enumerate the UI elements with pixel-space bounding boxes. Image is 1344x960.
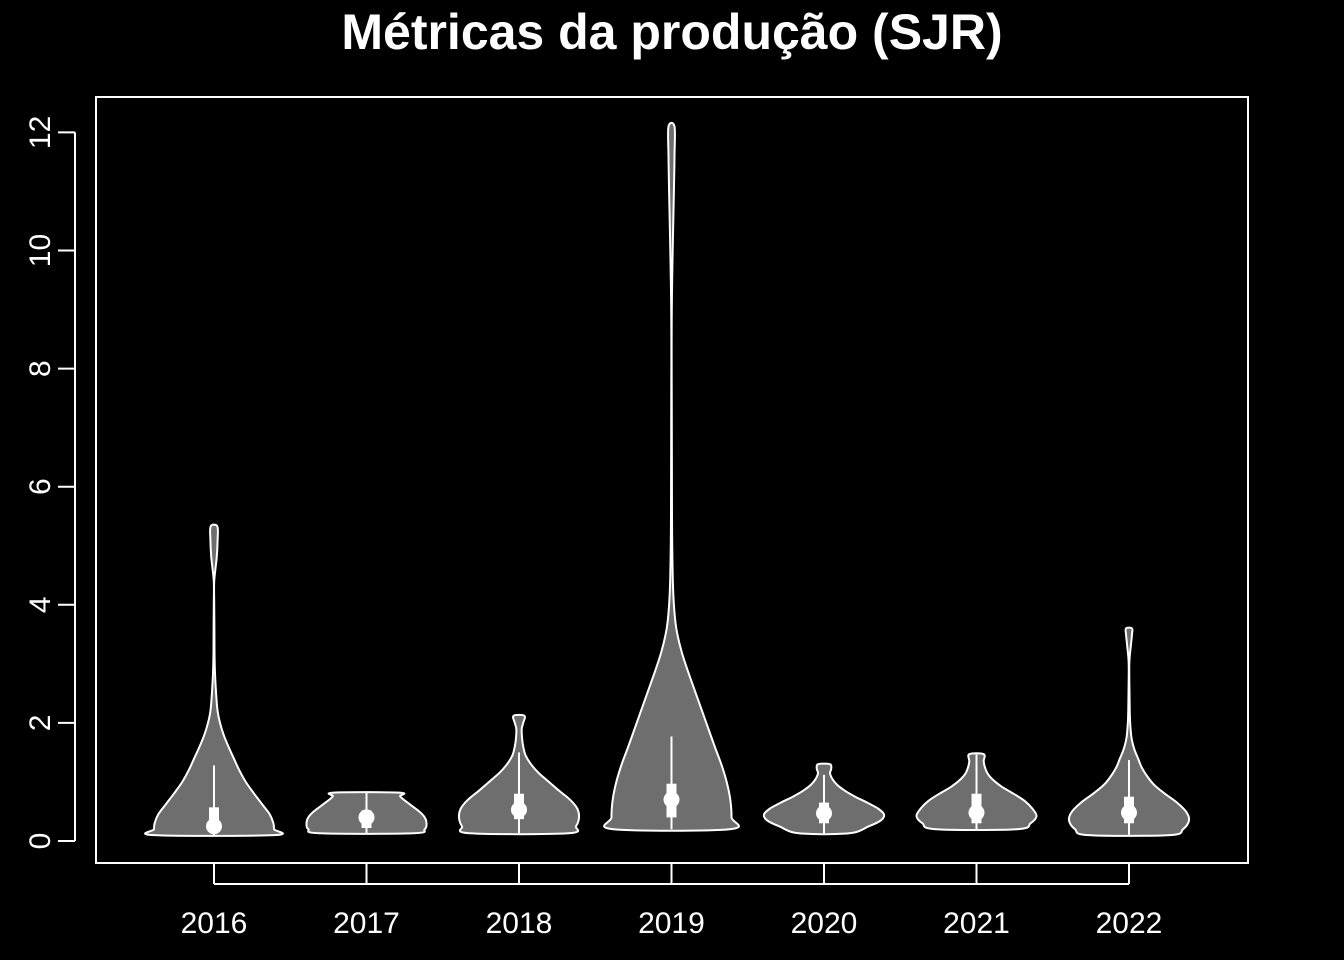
violin-2022	[1067, 626, 1191, 837]
violin-2021	[915, 752, 1038, 831]
x-tick-label: 2019	[638, 907, 705, 940]
violin-2016	[144, 523, 284, 837]
violin-2017	[305, 791, 428, 835]
x-tick-label: 2021	[943, 907, 1010, 940]
violin-median-point	[511, 801, 527, 818]
x-tick-label: 2020	[791, 907, 858, 940]
violin-median-point	[663, 791, 680, 808]
x-tick-label: 2022	[1096, 907, 1163, 940]
violin-median-point	[358, 809, 375, 826]
x-tick-label: 2018	[486, 907, 553, 940]
x-axis: 2016 2017 2018 2019 2020 2021 2022	[181, 863, 1163, 940]
y-tick-label: 12	[24, 116, 57, 149]
x-tick-label: 2016	[181, 907, 248, 940]
violin-median-point	[816, 805, 832, 822]
y-tick-label: 10	[24, 234, 57, 267]
violin-median-point	[1121, 804, 1137, 821]
x-tick-label: 2017	[333, 907, 400, 940]
violin-median-point	[206, 818, 222, 835]
y-tick-label: 4	[24, 596, 57, 613]
violins	[144, 121, 1191, 837]
y-axis: 0 2 4 6 8 10 12	[24, 116, 76, 850]
violin-2020	[762, 762, 886, 836]
violin-2018	[457, 713, 581, 836]
violin-body	[1067, 626, 1191, 837]
violin-body	[144, 523, 284, 837]
y-tick-label: 0	[24, 833, 57, 850]
violin-2019	[603, 121, 740, 832]
y-tick-label: 6	[24, 478, 57, 495]
violin-median-point	[968, 804, 985, 821]
y-tick-label: 8	[24, 360, 57, 377]
chart-title: Métricas da produção (SJR)	[341, 4, 1002, 60]
y-tick-label: 2	[24, 715, 57, 732]
violin-body	[603, 121, 740, 832]
